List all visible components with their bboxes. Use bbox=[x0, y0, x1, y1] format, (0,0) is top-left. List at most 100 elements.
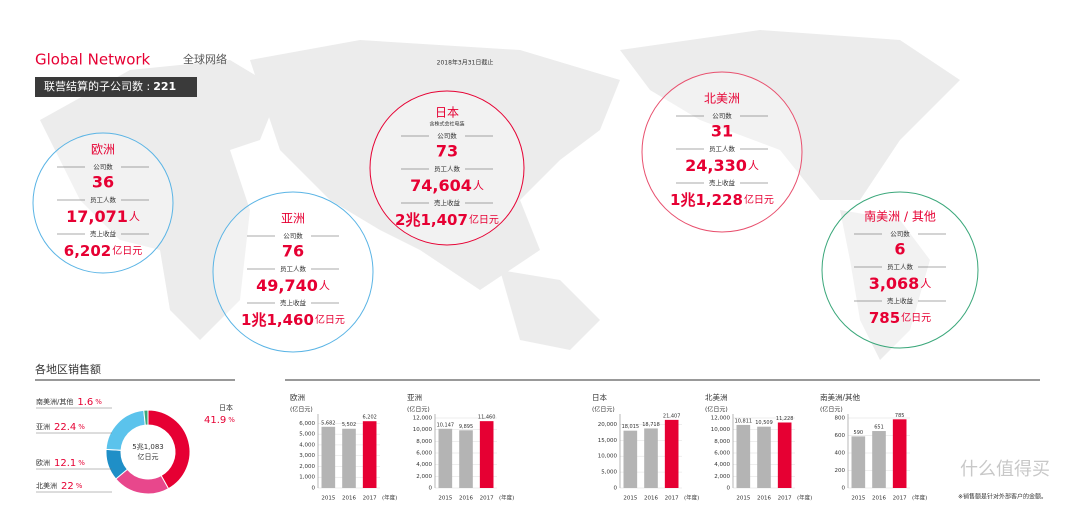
x-axis-label: (年度) bbox=[797, 494, 812, 502]
metric-label: 员工人数 bbox=[709, 144, 736, 153]
page-subtitle: 全球网络 bbox=[183, 52, 227, 66]
x-tick-label: 2015 bbox=[438, 496, 452, 502]
metric-label: 公司数 bbox=[283, 231, 303, 240]
slice-unit: % bbox=[228, 416, 235, 424]
region-name: 南美洲 / 其他 bbox=[864, 209, 936, 224]
value-label: 785 bbox=[895, 413, 905, 419]
revenue-value: 2兆1,407 bbox=[395, 211, 468, 229]
y-tick-label: 10,000 bbox=[413, 427, 433, 433]
revenue-unit: 亿日元 bbox=[112, 244, 142, 257]
slice-name: 亚洲 bbox=[36, 423, 50, 431]
x-axis-label: (年度) bbox=[684, 494, 699, 502]
slice-unit: % bbox=[78, 423, 85, 431]
bar bbox=[872, 431, 886, 488]
metric-label: 公司数 bbox=[93, 162, 113, 171]
y-tick-label: 20,000 bbox=[598, 422, 618, 428]
slice-value: 12.1 bbox=[54, 458, 76, 469]
value-label: 10,147 bbox=[437, 422, 455, 428]
x-tick-label: 2016 bbox=[872, 496, 886, 502]
chart-title: 日本 bbox=[592, 392, 607, 402]
slice-name: 日本 bbox=[219, 403, 233, 412]
value-label: 10,811 bbox=[735, 418, 753, 424]
bar bbox=[851, 436, 866, 488]
y-tick-label: 0 bbox=[312, 486, 316, 492]
y-tick-label: 10,000 bbox=[598, 454, 618, 460]
y-tick-label: 200 bbox=[835, 468, 846, 474]
employee-unit: 人 bbox=[920, 277, 931, 290]
region-note: 含株式会社电装 bbox=[429, 121, 464, 128]
slice-name: 欧洲 bbox=[36, 458, 50, 467]
employee-value: 24,330 bbox=[685, 156, 747, 175]
bar bbox=[459, 430, 473, 488]
y-tick-label: 4,000 bbox=[416, 462, 432, 468]
metric-label: 売上收益 bbox=[434, 198, 461, 207]
value-label: 11,228 bbox=[776, 416, 794, 422]
y-tick-label: 6,000 bbox=[416, 451, 432, 457]
y-tick-label: 12,000 bbox=[413, 416, 433, 422]
slice-label: 41.9% bbox=[204, 415, 235, 426]
revenue: 1兆1,228亿日元 bbox=[670, 191, 774, 209]
metric-label: 売上收益 bbox=[709, 178, 736, 187]
region-circle bbox=[369, 90, 525, 246]
chart-title: 欧洲 bbox=[290, 392, 305, 402]
revenue: 1兆1,460亿日元 bbox=[241, 311, 345, 329]
y-tick-label: 12,000 bbox=[711, 416, 731, 422]
employee-unit: 人 bbox=[129, 210, 140, 223]
y-tick-label: 0 bbox=[727, 486, 731, 492]
employee-unit: 人 bbox=[473, 179, 484, 192]
x-axis-label: (年度) bbox=[912, 494, 927, 502]
chart-title: 各地区销售额 bbox=[35, 362, 101, 376]
x-tick-label: 2015 bbox=[736, 496, 750, 502]
revenue: 6,202亿日元 bbox=[64, 242, 142, 260]
bar bbox=[664, 419, 679, 488]
slice-label: 亚洲 22.4% bbox=[36, 422, 85, 433]
revenue-value: 6,202 bbox=[64, 242, 111, 260]
revenue: 2兆1,407亿日元 bbox=[395, 211, 499, 229]
y-tick-label: 15,000 bbox=[598, 438, 618, 444]
donut-slice bbox=[143, 409, 149, 426]
company-count: 31 bbox=[711, 122, 733, 141]
value-label: 18,718 bbox=[642, 422, 660, 428]
slice-name: 北美洲 bbox=[36, 481, 57, 490]
footnote: ※销售额是针对外部客户的金额。 bbox=[958, 493, 1047, 501]
y-tick-label: 10,000 bbox=[711, 427, 731, 433]
employee-count: 24,330人 bbox=[685, 156, 759, 175]
y-tick-label: 4,000 bbox=[299, 442, 315, 448]
page-title: Global Network bbox=[35, 51, 151, 69]
donut-center-label: 5兆1,083 bbox=[132, 442, 164, 451]
value-label: 10,509 bbox=[755, 420, 773, 426]
bar bbox=[438, 428, 453, 488]
value-label: 5,502 bbox=[342, 422, 356, 428]
region-circle bbox=[32, 132, 174, 274]
bar bbox=[777, 422, 792, 488]
revenue-unit: 亿日元 bbox=[744, 193, 774, 206]
employee-value: 3,068 bbox=[869, 274, 920, 293]
y-tick-label: 4,000 bbox=[714, 462, 730, 468]
value-label: 18,015 bbox=[622, 424, 640, 430]
donut-slice bbox=[115, 468, 170, 495]
company-count: 36 bbox=[92, 173, 114, 192]
region-name: 欧洲 bbox=[91, 143, 115, 157]
y-tick-label: 0 bbox=[842, 486, 846, 492]
value-label: 590 bbox=[854, 430, 864, 436]
banner bbox=[35, 77, 197, 97]
metric-label: 员工人数 bbox=[434, 164, 461, 173]
metric-label: 员工人数 bbox=[887, 262, 914, 271]
y-tick-label: 6,000 bbox=[299, 421, 315, 427]
y-tick-label: 600 bbox=[835, 433, 846, 439]
bar bbox=[623, 430, 638, 488]
y-tick-label: 8,000 bbox=[714, 439, 730, 445]
slice-value: 22 bbox=[61, 481, 74, 492]
slice-unit: % bbox=[76, 482, 83, 490]
banner-text: 联营结算的子公司数 :221 bbox=[44, 79, 176, 93]
x-tick-label: 2017 bbox=[778, 496, 792, 502]
value-label: 6,202 bbox=[363, 415, 377, 421]
region-circle bbox=[641, 71, 803, 233]
metric-label: 売上收益 bbox=[90, 229, 117, 238]
slice-value: 41.9 bbox=[204, 415, 226, 426]
chart-title: 亚洲 bbox=[407, 393, 422, 402]
chart-title: 北美洲 bbox=[705, 392, 728, 402]
x-tick-label: 2015 bbox=[851, 496, 865, 502]
value-label: 9,895 bbox=[459, 424, 473, 430]
